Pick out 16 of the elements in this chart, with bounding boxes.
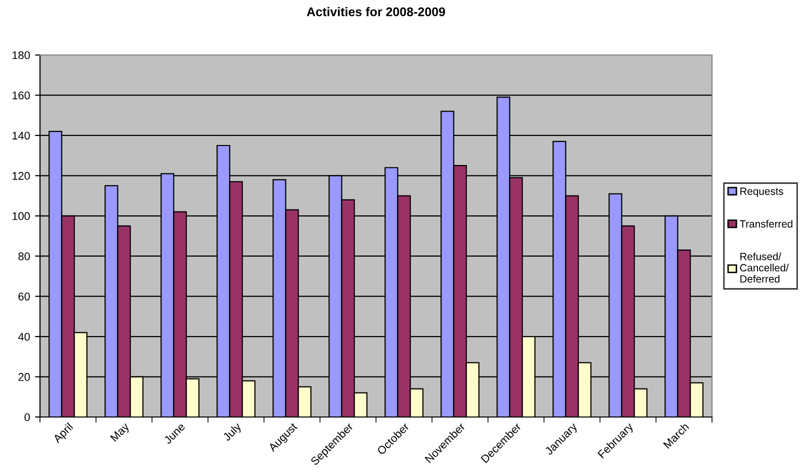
y-tick-label: 180 <box>12 51 30 60</box>
chart-title: Activities for 2008-2009 <box>306 7 446 16</box>
y-tick-label: 40 <box>18 332 30 341</box>
x-tick-label: May <box>110 422 132 444</box>
y-tick-label: 120 <box>12 172 30 180</box>
x-tick-label: July <box>222 422 244 444</box>
y-tick-label: 100 <box>12 212 30 220</box>
y-tick-label: 160 <box>12 91 30 100</box>
y-tick-label: 80 <box>18 252 30 260</box>
y-tick-label: 20 <box>18 373 30 381</box>
legend-label: Transferred <box>740 220 792 228</box>
y-tick-label: 140 <box>12 132 30 140</box>
y-tick-label: 60 <box>18 292 30 300</box>
legend-label: Refused/ Cancelled/ Deferred <box>740 252 789 283</box>
y-tick-label: 0 <box>24 413 30 422</box>
legend-label: Requests <box>740 188 784 198</box>
